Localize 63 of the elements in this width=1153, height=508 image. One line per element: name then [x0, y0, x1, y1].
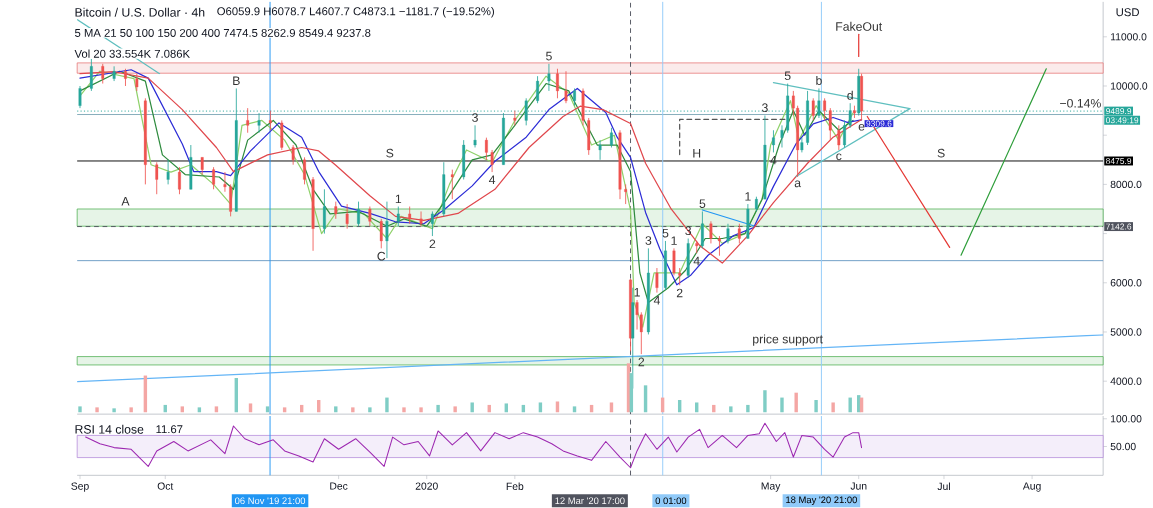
y-tick-label: 5000.0: [1110, 328, 1142, 336]
ref-line-label: 12 Mar '20 17:00: [555, 497, 625, 504]
annotation: c: [836, 153, 842, 161]
annotation: 2: [429, 239, 436, 248]
x-tick-label: 2020: [415, 482, 438, 490]
x-tick-label: Oct: [157, 482, 174, 490]
annotation: 1: [671, 236, 677, 245]
x-tick-label: Jun: [850, 482, 867, 490]
x-tick-label: Jul: [937, 482, 950, 490]
y-tick-label: 100.00: [1111, 415, 1142, 423]
ref-line-label: 0 01:00: [655, 497, 687, 504]
chart-title: Bitcoin / U.S. Dollar · 4h: [75, 7, 205, 17]
annotation: C: [377, 251, 386, 261]
annotation: 3: [472, 113, 478, 122]
y-tick-label: 4000.0: [1110, 377, 1142, 385]
text: 03:49:19: [1106, 117, 1139, 124]
annotation: 4: [653, 295, 660, 305]
annotation: 2: [676, 288, 683, 298]
y-tick-label: 11000.0: [1111, 33, 1147, 41]
annotation: b: [816, 75, 822, 85]
annotation: A: [121, 196, 130, 206]
annotation: 5: [699, 199, 706, 208]
x-tick-label: Dec: [330, 482, 348, 490]
annotation: 1: [395, 194, 402, 203]
annotation: S: [937, 148, 945, 158]
annotation: S: [386, 148, 394, 158]
ref-line-label: 7142.6: [1106, 223, 1132, 230]
ref-line-label: 18 May '20 21:00: [786, 496, 857, 505]
ref-line-label: 06 Nov '19 21:00: [234, 497, 306, 504]
text: RSI 14 close: [75, 424, 144, 434]
annotation: −0.14%: [1060, 98, 1101, 108]
y-tick-label: 6000.0: [1110, 278, 1142, 287]
annotation: FakeOut: [836, 21, 883, 31]
annotation: H: [693, 148, 701, 158]
annotation: 5: [784, 71, 791, 80]
data-label: 9309.6: [866, 120, 892, 127]
annotation: 4: [770, 155, 777, 165]
annotation: 5: [546, 51, 552, 61]
annotation: a: [794, 180, 802, 188]
ref-line-label: 8475.9: [1106, 157, 1132, 164]
annotation: 4: [488, 175, 496, 184]
annotation: 3: [762, 103, 768, 112]
x-tick-label: Aug: [1022, 482, 1041, 492]
annotation: Vol 20 33.554K 7.086K: [74, 49, 190, 58]
annotation: 1: [745, 192, 751, 201]
x-tick-label: Feb: [506, 482, 524, 490]
annotation: 2: [638, 357, 645, 367]
annotation: e: [858, 123, 865, 131]
y-tick-label: 10000.0: [1111, 82, 1148, 90]
annotation: 5 MA 21 50 100 150 200 400 7474.5 8262.9 8549.4 9237.8: [74, 28, 371, 37]
x-tick-label: Sep: [71, 482, 89, 492]
y-tick-label: 50.00: [1110, 442, 1136, 451]
annotation: B: [233, 76, 240, 85]
annotation: O6059.9 H6078.7 L4607.7 C4873.1 −1181.7 (−19.52%): [217, 6, 494, 18]
text: USD: [1116, 8, 1139, 17]
annotation: 11.67: [156, 425, 183, 434]
ref-line-label: 9489.9: [1106, 107, 1132, 114]
annotation: 5: [662, 228, 669, 238]
annotation: price support: [753, 334, 823, 346]
y-tick-label: 8000.0: [1110, 180, 1142, 188]
annotation: 3: [645, 236, 652, 245]
annotation: 1: [634, 287, 640, 297]
x-tick-label: May: [761, 482, 781, 492]
